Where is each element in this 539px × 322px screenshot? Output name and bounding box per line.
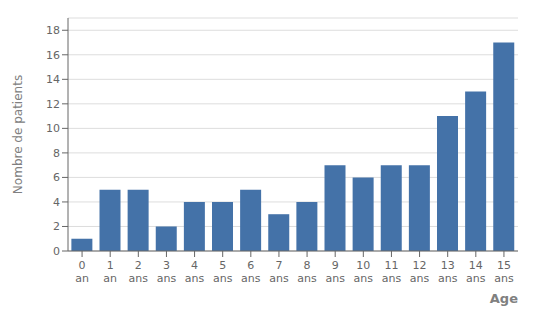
svg-text:11ans: 11ans (382, 259, 402, 285)
svg-text:18: 18 (46, 24, 60, 37)
svg-text:0: 0 (53, 245, 60, 258)
svg-text:0an: 0an (75, 259, 89, 285)
svg-text:12ans: 12ans (410, 259, 430, 285)
svg-text:2ans: 2ans (129, 259, 149, 285)
svg-text:7ans: 7ans (269, 259, 289, 285)
svg-text:13ans: 13ans (438, 259, 458, 285)
svg-text:6: 6 (53, 171, 60, 184)
svg-text:2: 2 (53, 220, 60, 233)
svg-text:10: 10 (46, 122, 60, 135)
svg-text:3ans: 3ans (157, 259, 177, 285)
svg-text:5ans: 5ans (213, 259, 233, 285)
svg-text:8ans: 8ans (297, 259, 317, 285)
svg-text:4: 4 (53, 196, 60, 209)
svg-text:15ans: 15ans (494, 259, 514, 285)
svg-text:Nombre de patients: Nombre de patients (11, 75, 25, 194)
svg-text:4ans: 4ans (185, 259, 205, 285)
svg-text:16: 16 (46, 49, 60, 62)
svg-text:12: 12 (46, 98, 60, 111)
svg-text:8: 8 (53, 147, 60, 160)
svg-text:Age: Age (490, 291, 518, 306)
svg-text:9ans: 9ans (325, 259, 345, 285)
svg-text:10ans: 10ans (354, 259, 374, 285)
svg-text:6ans: 6ans (241, 259, 261, 285)
svg-text:14ans: 14ans (466, 259, 486, 285)
svg-text:1an: 1an (103, 259, 117, 285)
svg-text:14: 14 (46, 73, 60, 86)
